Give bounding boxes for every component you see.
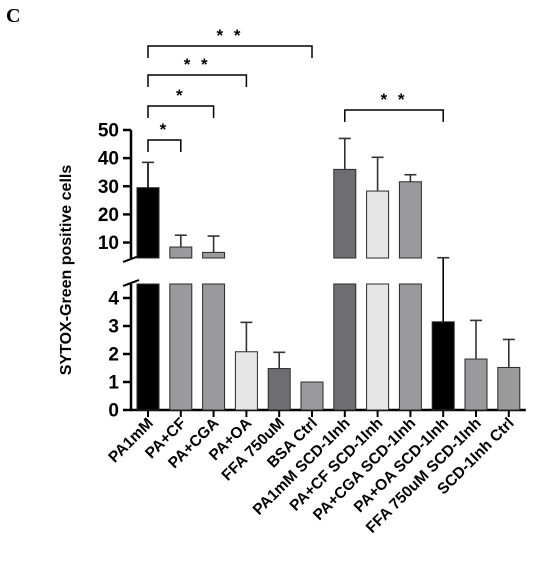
bar: [300, 381, 324, 411]
y-axis-title: SYTOX-Green positive cells: [58, 165, 75, 376]
y-ticks: 0 1 2 3 4 10 20 30 40 50: [98, 121, 131, 422]
y-tick-label: 40: [98, 149, 119, 170]
bar: [136, 187, 160, 259]
bar: [234, 351, 258, 411]
bars: [136, 168, 521, 411]
bar: [169, 246, 193, 259]
significance-label: *: [176, 86, 186, 105]
significance-label: * *: [184, 55, 211, 74]
axis-break-mark: [122, 255, 140, 263]
bar: [202, 251, 226, 259]
bar: [267, 368, 291, 411]
bar: [333, 283, 357, 411]
bar: [366, 190, 390, 259]
bar: [136, 283, 160, 411]
y-tick-label: 2: [108, 345, 119, 366]
y-tick-label: 10: [98, 233, 119, 254]
bar: [464, 358, 488, 411]
y-tick-label: 1: [108, 373, 119, 394]
significance-bracket: [344, 109, 444, 122]
bar: [366, 283, 390, 411]
bar: [431, 321, 455, 411]
bar: [333, 168, 357, 259]
y-tick-label: 30: [98, 177, 119, 198]
y-tick-label: 50: [98, 121, 119, 142]
y-tick-label: 4: [108, 289, 119, 310]
significance-brackets: * * * * * * * *: [147, 26, 444, 152]
axes: [122, 130, 526, 417]
significance-label: * *: [381, 90, 408, 109]
significance-bracket: [147, 139, 182, 152]
panel-letter: C: [6, 5, 20, 27]
significance-bracket: [147, 45, 313, 58]
significance-label: *: [160, 120, 170, 139]
bar: [398, 283, 422, 411]
bar: [497, 366, 521, 411]
y-tick-label: 3: [108, 317, 119, 338]
y-tick-label: 0: [108, 401, 119, 422]
significance-label: * *: [217, 26, 244, 45]
bar: [398, 181, 422, 259]
bar: [169, 283, 193, 411]
bar: [202, 283, 226, 411]
significance-bracket: [147, 74, 248, 87]
y-tick-label: 20: [98, 205, 119, 226]
axis-break-mark: [122, 279, 140, 287]
significance-bracket: [147, 105, 215, 118]
error-bars: [142, 137, 515, 369]
